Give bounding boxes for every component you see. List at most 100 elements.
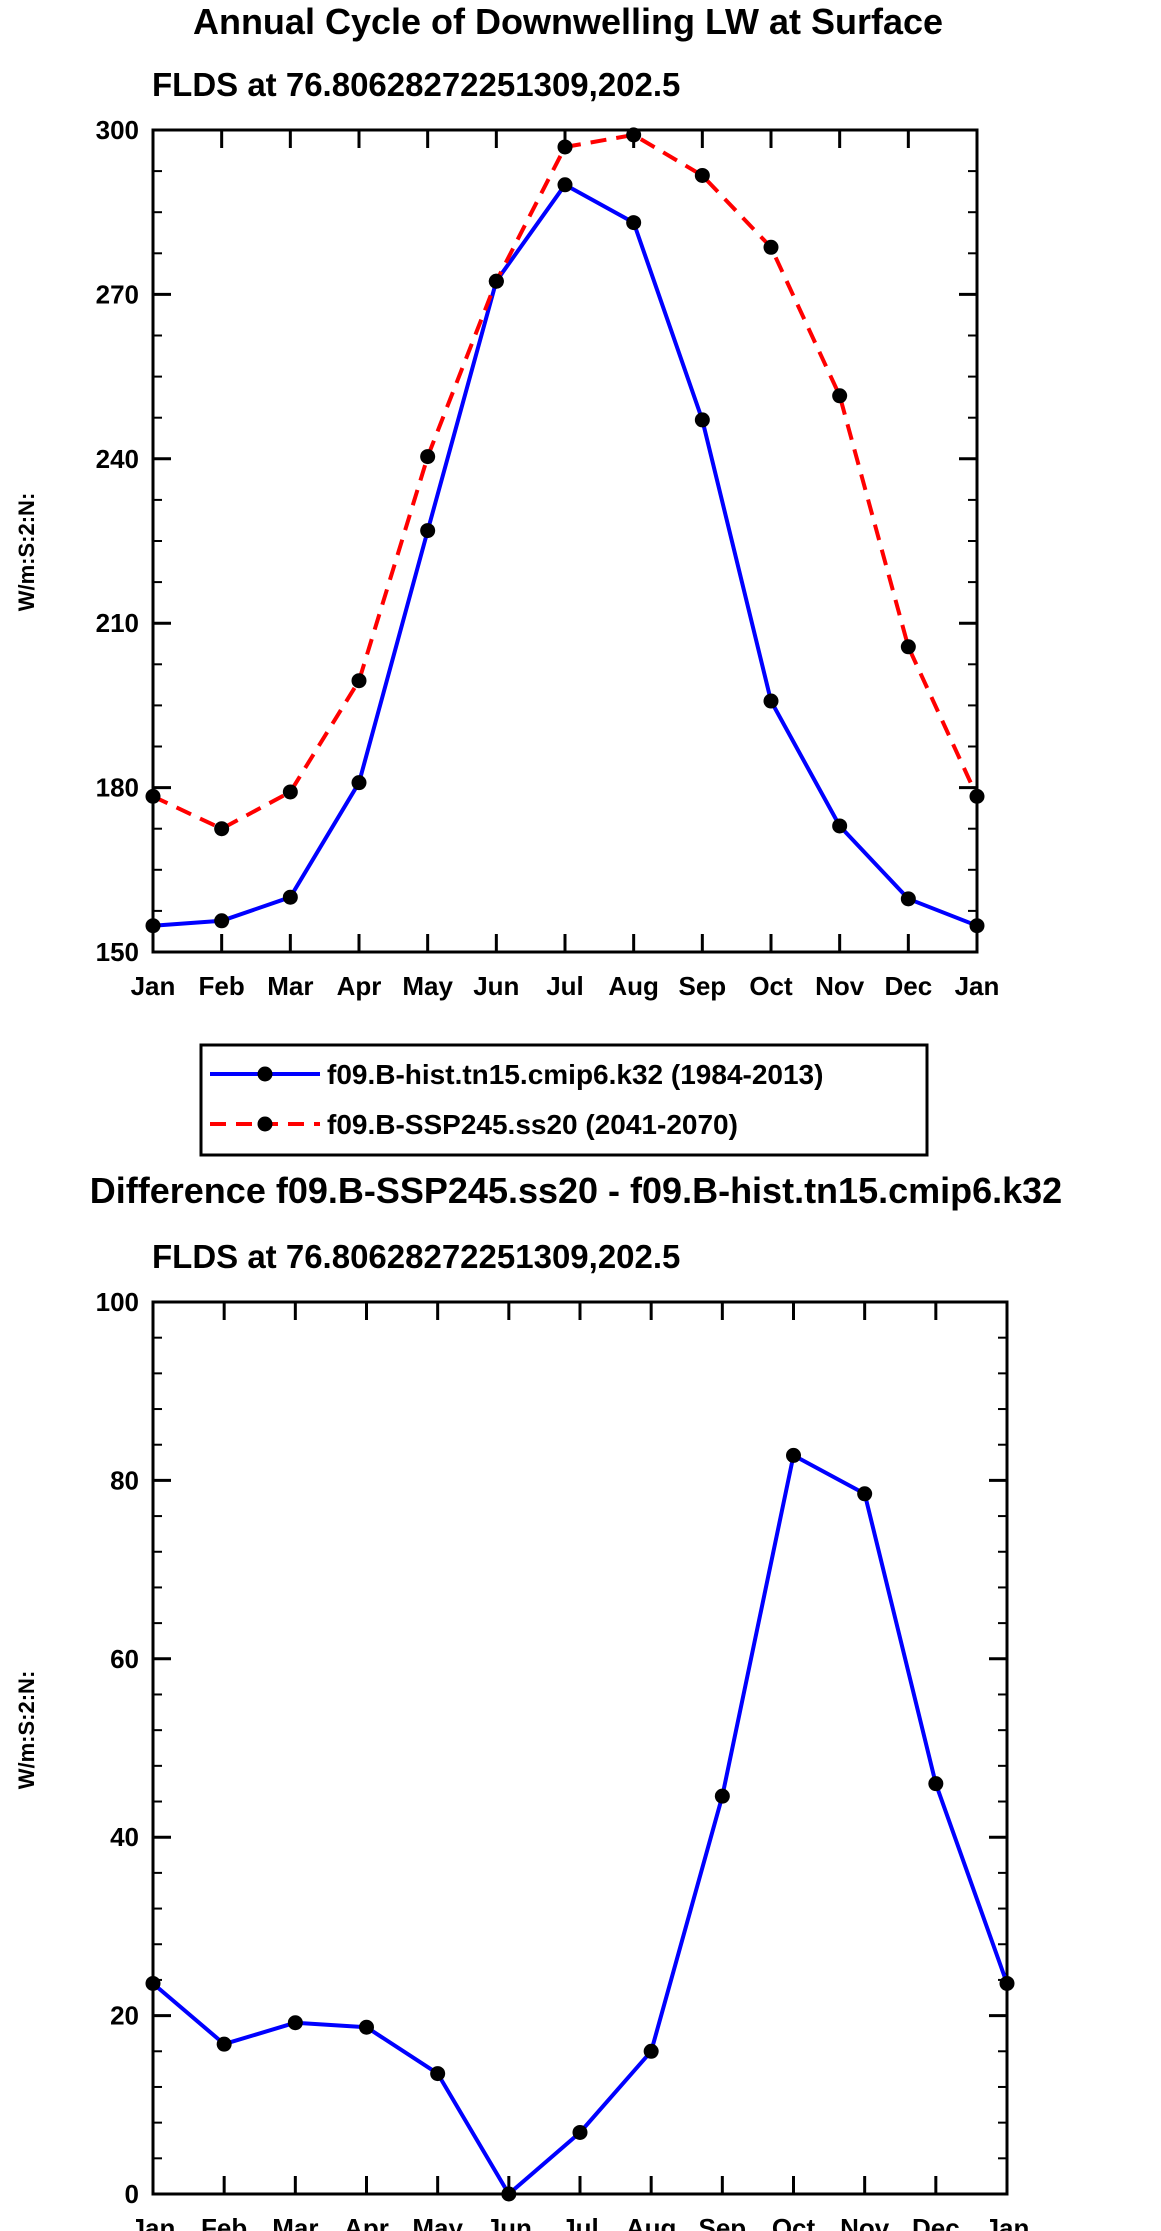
data-point bbox=[643, 2043, 659, 2059]
data-point bbox=[145, 1975, 161, 1991]
chart1-subtitle: FLDS at 76.80628272251309,202.5 bbox=[152, 66, 680, 103]
chart1-title: Annual Cycle of Downwelling LW at Surfac… bbox=[193, 1, 943, 42]
data-point bbox=[488, 273, 504, 289]
x-tick-label: Mar bbox=[267, 971, 313, 1001]
legend-box bbox=[199, 1043, 929, 1157]
data-point bbox=[282, 889, 298, 905]
chart2-y-axis-label: W/m:S:2:N: bbox=[14, 1671, 39, 1790]
chart1-legend: f09.B-hist.tn15.cmip6.k32 (1984-2013) f0… bbox=[199, 1043, 929, 1157]
data-point bbox=[786, 1447, 801, 1463]
x-tick-label: Jan bbox=[131, 2213, 176, 2231]
legend-label-hist: f09.B-hist.tn15.cmip6.k32 (1984-2013) bbox=[327, 1059, 823, 1090]
data-point bbox=[832, 818, 848, 834]
data-point bbox=[420, 523, 436, 539]
x-tick-label: Jun bbox=[486, 2213, 532, 2231]
data-point bbox=[501, 2186, 517, 2202]
y-tick-label: 240 bbox=[96, 444, 139, 474]
data-point bbox=[857, 1486, 873, 1502]
chart1-axes: 150 180 210 240 270 300 Jan Feb Mar Apr May Jun Jul A… bbox=[96, 115, 1000, 1001]
data-point bbox=[572, 2124, 588, 2140]
y-tick-label: 210 bbox=[96, 608, 139, 638]
annual-cycle-chart: Annual Cycle of Downwelling LW at Surfac… bbox=[14, 1, 1000, 1157]
data-point bbox=[287, 2015, 303, 2031]
x-tick-label: Mar bbox=[272, 2213, 318, 2231]
data-point bbox=[714, 1788, 730, 1804]
data-point bbox=[832, 388, 848, 404]
y-tick-label: 20 bbox=[110, 2001, 139, 2031]
data-point bbox=[557, 177, 573, 193]
x-tick-label: Jan bbox=[955, 971, 1000, 1001]
x-tick-label: Feb bbox=[201, 2213, 247, 2231]
data-point bbox=[969, 918, 985, 934]
data-point bbox=[216, 2036, 232, 2052]
data-point bbox=[214, 821, 230, 837]
data-point bbox=[351, 775, 367, 791]
x-tick-label: Nov bbox=[840, 2213, 890, 2231]
x-tick-label: Sep bbox=[698, 2213, 746, 2231]
chart2-series bbox=[145, 1447, 1015, 2202]
data-point bbox=[145, 918, 161, 934]
data-point bbox=[928, 1776, 944, 1792]
y-tick-label: 270 bbox=[96, 279, 139, 309]
x-tick-label: Sep bbox=[678, 971, 726, 1001]
data-point bbox=[969, 788, 985, 804]
x-tick-label: Jan bbox=[985, 2213, 1030, 2231]
series-line-0 bbox=[151, 1453, 1009, 2196]
data-point bbox=[694, 167, 710, 183]
data-point bbox=[145, 788, 161, 804]
data-point bbox=[282, 784, 298, 800]
y-tick-label: 0 bbox=[125, 2179, 139, 2209]
chart2-title: Difference f09.B-SSP245.ss20 - f09.B-his… bbox=[90, 1170, 1062, 1211]
data-point bbox=[763, 239, 779, 255]
chart1-y-axis-label: W/m:S:2:N: bbox=[14, 493, 39, 612]
plot-frame bbox=[151, 128, 979, 954]
difference-chart: Difference f09.B-SSP245.ss20 - f09.B-his… bbox=[14, 1170, 1062, 2231]
x-tick-label: May bbox=[402, 971, 453, 1001]
data-point bbox=[694, 412, 710, 428]
x-tick-label: Apr bbox=[337, 971, 382, 1001]
series-line-0 bbox=[152, 182, 978, 928]
y-tick-label: 180 bbox=[96, 773, 139, 803]
y-tick-label: 300 bbox=[96, 115, 139, 145]
data-point bbox=[763, 693, 779, 709]
data-point bbox=[557, 139, 573, 155]
y-tick-label: 60 bbox=[110, 1644, 139, 1674]
x-tick-label: Jul bbox=[561, 2213, 599, 2231]
data-point bbox=[626, 127, 642, 143]
series-line-1 bbox=[152, 132, 979, 831]
y-tick-label: 40 bbox=[110, 1822, 139, 1852]
x-tick-label: Jan bbox=[131, 971, 176, 1001]
chart2-axes: 0 20 40 60 80 100 Jan Feb Mar Apr May Jun Jul Aug Sep O… bbox=[96, 1287, 1030, 2231]
x-tick-label: Dec bbox=[912, 2213, 960, 2231]
data-point bbox=[900, 891, 916, 907]
data-point bbox=[359, 2019, 374, 2035]
data-point bbox=[420, 449, 436, 465]
x-tick-label: May bbox=[412, 2213, 463, 2231]
chart1-series bbox=[145, 127, 985, 934]
legend-label-ssp: f09.B-SSP245.ss20 (2041-2070) bbox=[327, 1109, 738, 1140]
x-tick-label: Feb bbox=[199, 971, 245, 1001]
x-tick-label: Aug bbox=[608, 971, 659, 1001]
data-point bbox=[430, 2066, 446, 2082]
y-tick-label: 150 bbox=[96, 937, 139, 967]
data-point bbox=[900, 639, 916, 655]
x-tick-label: Aug bbox=[626, 2213, 677, 2231]
legend-marker-hist bbox=[257, 1066, 273, 1082]
x-tick-label: Jun bbox=[473, 971, 519, 1001]
data-point bbox=[214, 913, 230, 929]
data-point bbox=[351, 673, 367, 689]
plot-frame bbox=[151, 1300, 1009, 2196]
legend-marker-ssp bbox=[257, 1116, 273, 1132]
data-point bbox=[626, 215, 642, 231]
x-tick-label: Oct bbox=[749, 971, 793, 1001]
x-tick-label: Oct bbox=[772, 2213, 816, 2231]
chart2-subtitle: FLDS at 76.80628272251309,202.5 bbox=[152, 1238, 680, 1275]
data-point bbox=[999, 1975, 1015, 1991]
y-tick-label: 100 bbox=[96, 1287, 139, 1317]
x-tick-label: Nov bbox=[815, 971, 865, 1001]
y-tick-label: 80 bbox=[110, 1465, 139, 1495]
x-tick-label: Dec bbox=[884, 971, 932, 1001]
x-tick-label: Apr bbox=[344, 2213, 389, 2231]
x-tick-label: Jul bbox=[546, 971, 584, 1001]
